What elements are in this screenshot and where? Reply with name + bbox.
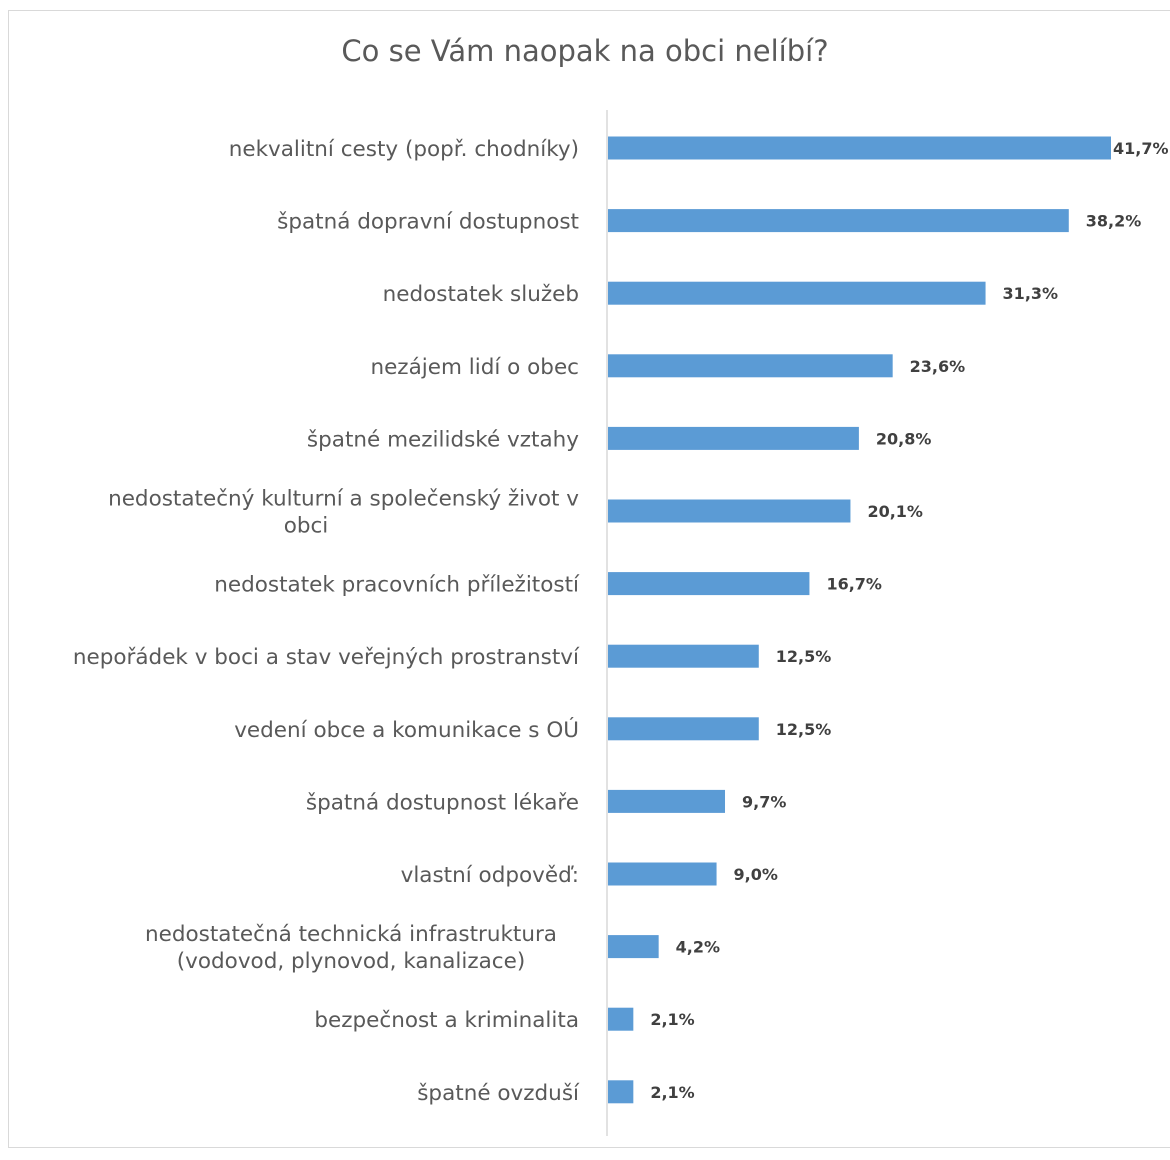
- data-label: 12,5%: [776, 647, 832, 666]
- data-label: 20,8%: [876, 429, 932, 448]
- category-label: špatná dostupnost lékaře: [306, 790, 579, 815]
- bar: [608, 281, 986, 305]
- data-label: 9,0%: [734, 865, 778, 884]
- bar: [608, 644, 759, 668]
- data-label: 31,3%: [1003, 284, 1059, 303]
- data-label: 23,6%: [910, 357, 966, 376]
- category-label: špatné mezilidské vztahy: [307, 427, 579, 452]
- bar: [608, 209, 1069, 233]
- category-label: nekvalitní cesty (popř. chodníky): [229, 137, 579, 162]
- category-label: nezájem lidí o obec: [370, 355, 579, 380]
- category-label: špatné ovzduší: [417, 1081, 580, 1106]
- data-label: 41,7%: [1113, 139, 1169, 158]
- bar: [608, 136, 1111, 160]
- bar: [608, 572, 810, 596]
- category-label: vedení obce a komunikace s OÚ: [234, 717, 579, 743]
- data-label: 20,1%: [867, 502, 923, 521]
- category-label: bezpečnost a kriminalita: [314, 1008, 579, 1033]
- data-label: 16,7%: [826, 575, 882, 594]
- bar: [608, 354, 893, 378]
- data-label: 38,2%: [1086, 212, 1142, 231]
- bar: [608, 1080, 634, 1104]
- category-label: nedostatečný kulturní a společenský živo…: [108, 487, 579, 539]
- bar: [608, 789, 726, 813]
- category-label: nepořádek v boci a stav veřejných prostr…: [73, 645, 580, 670]
- category-label: nedostatečná technická infrastruktura (vo…: [145, 922, 557, 974]
- category-label: nedostatek služeb: [383, 282, 579, 307]
- category-label: špatná dopravní dostupnost: [277, 210, 579, 235]
- bar: [608, 1007, 634, 1031]
- bar: [608, 426, 859, 450]
- data-label: 9,7%: [742, 792, 786, 811]
- category-label-line: nedostatečná technická infrastruktura: [145, 922, 557, 947]
- category-label: vlastní odpověď:: [401, 863, 579, 888]
- data-label: 2,1%: [650, 1010, 694, 1029]
- data-label: 12,5%: [776, 720, 832, 739]
- bar: [608, 499, 851, 523]
- chart-area: [8, 10, 1170, 1148]
- category-label-line: obci: [284, 514, 329, 539]
- data-label: 2,1%: [650, 1083, 694, 1102]
- category-label-line: (vodovod, plynovod, kanalizace): [177, 949, 525, 974]
- category-label-line: nedostatečný kulturní a společenský živo…: [108, 487, 579, 512]
- bar: [608, 862, 717, 886]
- bar: [608, 717, 759, 741]
- chart-title: Co se Vám naopak na obci nelíbí?: [341, 34, 829, 68]
- bar: [608, 935, 659, 959]
- category-label: nedostatek pracovních příležitostí: [214, 573, 580, 598]
- data-label: 4,2%: [676, 938, 720, 957]
